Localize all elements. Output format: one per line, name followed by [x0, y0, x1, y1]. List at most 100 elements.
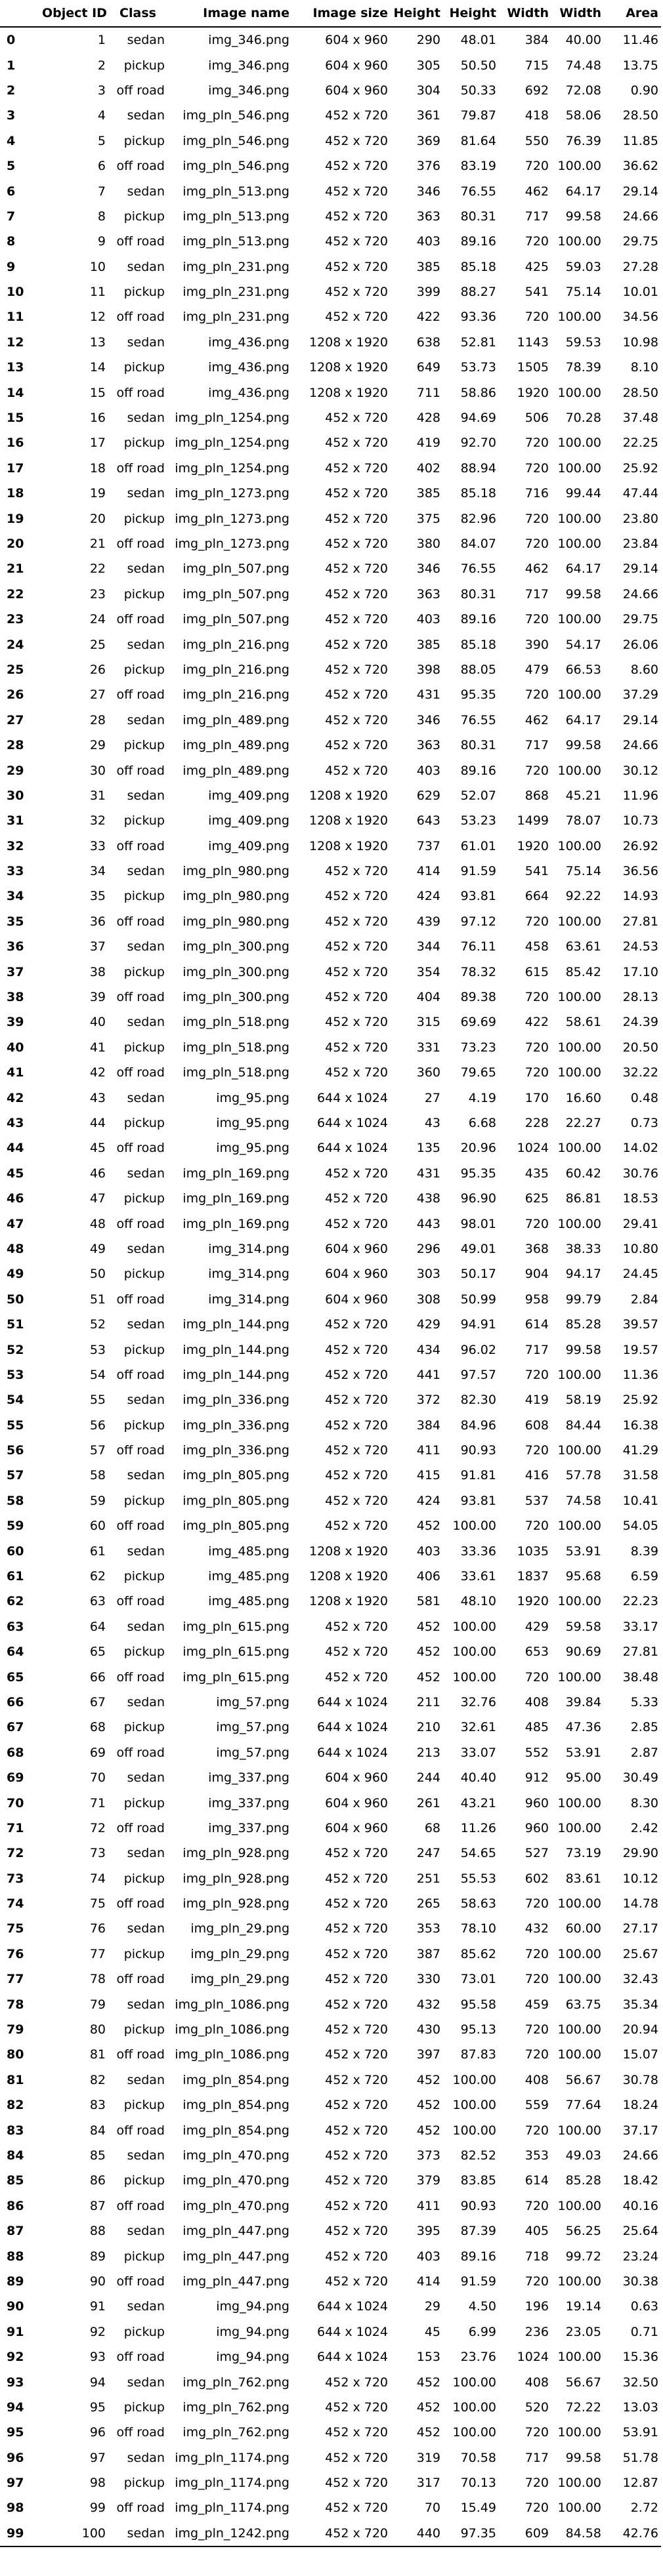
cell-row-index: 97	[7, 2476, 24, 2491]
cell-height-pct: 84.07	[460, 537, 496, 551]
cell-object-id: 91	[89, 2299, 106, 2314]
cell-image-size: 644 x 1024	[317, 1720, 388, 1735]
cell-class: pickup	[123, 1645, 165, 1660]
cell-width-pct: 60.00	[565, 1921, 601, 1936]
cell-class: off road	[116, 687, 165, 703]
cell-height-pct: 88.27	[460, 285, 496, 300]
cell-width-pct: 100.00	[557, 159, 601, 174]
cell-row-index: 51	[7, 1317, 24, 1332]
cell-height-px: 414	[416, 2274, 440, 2289]
table-row: 62 63 off road img_485.png 1208 x 1920 581 48.…	[0, 1589, 661, 1614]
cell-height-pct: 32.61	[460, 1720, 496, 1735]
cell-image-name: img_pln_169.png	[182, 1216, 289, 1231]
cell-row-index: 47	[7, 1216, 24, 1231]
cell-area: 42.76	[604, 2520, 661, 2548]
table-row: 10 11 pickup img_pln_231.png 452 x 720 399 88.…	[0, 279, 661, 304]
cell-image-size: 452 x 720	[325, 914, 388, 929]
table-row: 51 52 sedan img_pln_144.png 452 x 720 429 94.9…	[0, 1312, 661, 1337]
cell-width-px: 720	[524, 537, 549, 551]
table-row: 50 51 off road img_314.png 604 x 960 308 50.99…	[0, 1287, 661, 1312]
cell-width-pct: 59.03	[565, 259, 601, 274]
cell-row-index: 38	[7, 990, 24, 1005]
cell-class: off road	[116, 763, 165, 778]
cell-width-pct: 100.00	[557, 2047, 601, 2062]
cell-width-px: 541	[524, 285, 549, 300]
cell-area: 2.84	[630, 1292, 658, 1307]
cell-height-px: 385	[416, 486, 440, 501]
cell-image-size: 452 x 720	[325, 1921, 388, 1936]
table-row: 26 27 off road img_pln_216.png 452 x 720 431 9…	[0, 682, 661, 707]
cell-image-name: img_pln_29.png	[190, 1921, 289, 1936]
cell-height-px: 452	[416, 2072, 440, 2087]
table-row: 18 19 sedan img_pln_1273.png 452 x 720 385 85.…	[0, 481, 661, 506]
cell-width-pct: 100.00	[557, 612, 601, 627]
cell-object-id: 84	[89, 2123, 106, 2138]
cell-image-size: 644 x 1024	[317, 2324, 388, 2339]
cell-class: sedan	[127, 1317, 165, 1332]
cell-area: 8.10	[630, 360, 658, 375]
cell-object-id: 90	[89, 2274, 106, 2289]
cell-height-px: 403	[416, 763, 440, 778]
cell-class: pickup	[123, 738, 165, 753]
cell-class: pickup	[123, 586, 165, 602]
cell-row-index: 24	[7, 637, 24, 652]
cell-width-px: 720	[524, 687, 549, 703]
cell-height-px: 452	[416, 2425, 440, 2440]
cell-row-index: 26	[7, 687, 24, 703]
cell-image-size: 452 x 720	[325, 2047, 388, 2062]
table-row: 72 73 sedan img_pln_928.png 452 x 720 247 54.6…	[0, 1841, 661, 1866]
cell-area: 32.50	[622, 2375, 658, 2390]
cell-object-id: 72	[89, 1820, 106, 1835]
cell-width-px: 458	[524, 939, 549, 954]
cell-row-index: 64	[7, 1645, 24, 1660]
cell-width-pct: 70.28	[565, 411, 601, 426]
cell-image-name: img_337.png	[208, 1770, 289, 1786]
cell-image-name: img_pln_507.png	[182, 562, 289, 577]
cell-row-index: 19	[7, 511, 24, 526]
cell-width-pct: 100.00	[557, 234, 601, 249]
cell-height-pct: 89.16	[460, 612, 496, 627]
table-row: 68 69 off road img_57.png 644 x 1024 213 33.07…	[0, 1740, 661, 1765]
cell-image-size: 604 x 960	[325, 58, 388, 73]
cell-width-pct: 100.00	[557, 990, 601, 1005]
cell-image-name: img_pln_854.png	[182, 2072, 289, 2087]
cell-row-index: 6	[7, 184, 16, 199]
cell-width-px: 718	[524, 2249, 549, 2264]
table-row: 71 72 off road img_337.png 604 x 960 68 11.26 9…	[0, 1816, 661, 1841]
cell-width-px: 459	[524, 1997, 549, 2012]
cell-width-pct: 100.00	[557, 2123, 601, 2138]
cell-width-px: 408	[524, 2375, 549, 2390]
cell-class: pickup	[123, 360, 165, 375]
cell-height-pct: 70.13	[460, 2476, 496, 2491]
cell-image-name: img_pln_518.png	[182, 1040, 289, 1055]
table-row: 99 100 sedan img_pln_1242.png 452 x 720 440 97…	[0, 2520, 661, 2548]
cell-row-index: 63	[7, 1619, 24, 1634]
cell-image-name: img_94.png	[216, 2350, 289, 2365]
cell-area: 8.39	[630, 1544, 658, 1559]
cell-width-px: 408	[524, 2072, 549, 2087]
table-row: 29 30 off road img_pln_489.png 452 x 720 403 8…	[0, 758, 661, 783]
cell-object-id: 56	[89, 1418, 106, 1433]
cell-image-size: 452 x 720	[325, 2224, 388, 2239]
cell-row-index: 81	[7, 2072, 24, 2087]
cell-width-px: 720	[524, 612, 549, 627]
cell-height-pct: 98.01	[460, 1216, 496, 1231]
table-row: 43 44 pickup img_95.png 644 x 1024 43 6.68 228 2…	[0, 1111, 661, 1135]
cell-area: 14.93	[622, 889, 658, 904]
cell-object-id: 39	[89, 990, 106, 1005]
cell-class: off road	[116, 1669, 165, 1685]
cell-image-size: 604 x 960	[325, 1292, 388, 1307]
cell-object-id: 21	[89, 537, 106, 551]
cell-row-index: 53	[7, 1367, 24, 1382]
cell-object-id: 80	[89, 2022, 106, 2037]
cell-class: off road	[116, 838, 165, 853]
cell-object-id: 5	[97, 133, 106, 148]
cell-width-px: 720	[524, 1040, 549, 1055]
cell-image-size: 452 x 720	[325, 1896, 388, 1912]
cell-row-index: 58	[7, 1493, 24, 1508]
cell-image-name: img_pln_928.png	[182, 1846, 289, 1861]
cell-object-id: 62	[89, 1569, 106, 1584]
cell-class: pickup	[123, 1946, 165, 1961]
cell-row-index: 12	[7, 335, 24, 350]
cell-class: sedan	[127, 2224, 165, 2239]
